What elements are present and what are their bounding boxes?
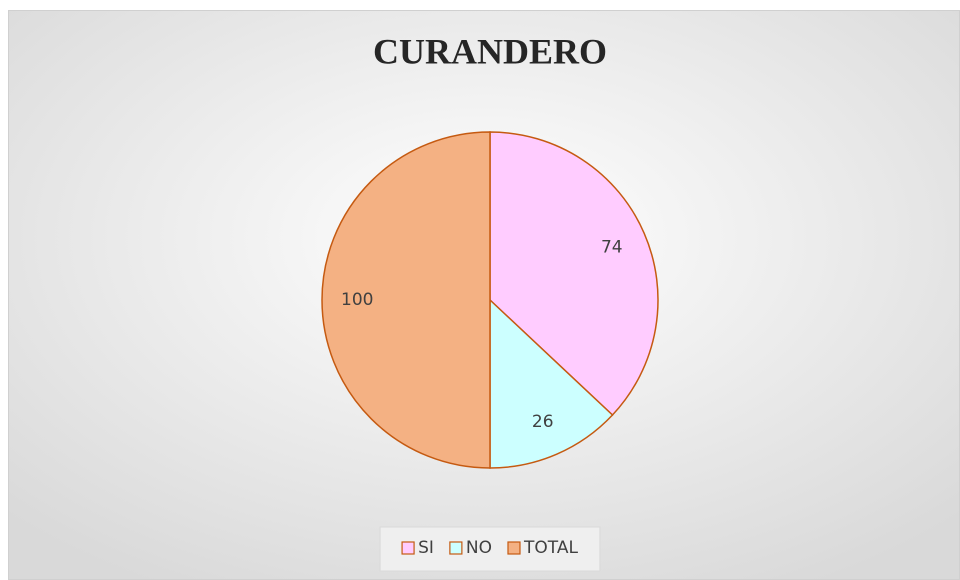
- legend-label: TOTAL: [523, 538, 578, 558]
- legend-background: [379, 526, 601, 572]
- chart-title: CURANDERO: [373, 31, 607, 71]
- pie-slice: [489, 131, 659, 417]
- data-label: 100: [341, 290, 373, 310]
- legend-swatch: [507, 541, 521, 555]
- pie-slice: [321, 131, 491, 469]
- pie-slice: [489, 298, 614, 469]
- legend-swatch: [401, 541, 415, 555]
- legend-label: NO: [466, 538, 492, 558]
- data-label: 74: [601, 237, 623, 257]
- legend-swatch: [449, 541, 463, 555]
- data-label: 26: [532, 412, 554, 432]
- legend-label: SI: [418, 538, 434, 558]
- legend: SI NO TOTAL: [379, 526, 601, 572]
